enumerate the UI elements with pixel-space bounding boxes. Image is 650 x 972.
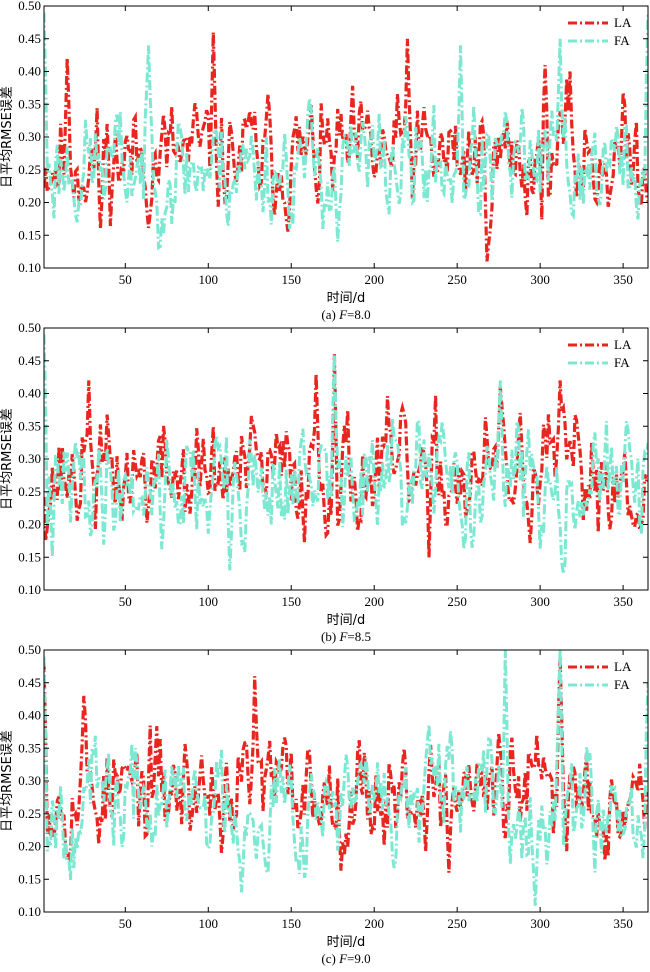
x-tick-label: 200 bbox=[364, 594, 384, 609]
x-tick-label: 50 bbox=[119, 594, 132, 609]
x-tick-label: 100 bbox=[199, 594, 219, 609]
chart-panel-c: 0.10 0.15 0.20 0.25 0.30 0.35 0.40 0.45 0.50 50 10… bbox=[0, 642, 650, 972]
y-tick-label: 0.10 bbox=[18, 582, 41, 597]
legend-label-la: LA bbox=[614, 659, 632, 674]
y-tick-label: 0.45 bbox=[18, 353, 41, 368]
x-axis-label: 时间/d bbox=[327, 613, 366, 628]
y-tick-label: 0.50 bbox=[18, 0, 41, 13]
x-tick-label: 50 bbox=[119, 916, 132, 931]
series-line-fa bbox=[44, 650, 648, 906]
legend-label-fa: FA bbox=[614, 677, 630, 692]
series-line-la bbox=[44, 354, 648, 558]
y-tick-label: 0.25 bbox=[18, 162, 41, 177]
y-tick-label: 0.20 bbox=[18, 517, 41, 532]
x-tick-label: 50 bbox=[119, 272, 132, 287]
legend: LA FA bbox=[568, 659, 632, 692]
legend-label-la: LA bbox=[614, 15, 632, 30]
x-tick-label: 150 bbox=[281, 916, 301, 931]
y-tick-label: 0.35 bbox=[18, 740, 41, 755]
chart-svg-c: 0.10 0.15 0.20 0.25 0.30 0.35 0.40 0.45 0.50 50 10… bbox=[0, 642, 649, 966]
series-line-fa bbox=[44, 334, 648, 575]
y-tick-label: 0.45 bbox=[18, 675, 41, 690]
x-tick-label: 300 bbox=[530, 916, 550, 931]
y-tick-label: 0.20 bbox=[18, 195, 41, 210]
x-tick-label: 100 bbox=[199, 916, 219, 931]
y-tick-label: 0.20 bbox=[18, 839, 41, 854]
x-axis-label: 时间/d bbox=[327, 291, 366, 306]
y-tick-label: 0.10 bbox=[18, 260, 41, 275]
y-axis-label: 日平均RMSE误差 bbox=[0, 730, 15, 832]
x-axis-label: 时间/d bbox=[327, 935, 366, 950]
x-tick-label: 300 bbox=[530, 272, 550, 287]
y-tick-label: 0.15 bbox=[18, 549, 41, 564]
x-tick-label: 150 bbox=[281, 594, 301, 609]
x-tick-label: 250 bbox=[447, 272, 467, 287]
legend: LA FA bbox=[568, 337, 632, 370]
figure-caption: (b) F=8.5 bbox=[321, 629, 371, 644]
legend-label-fa: FA bbox=[614, 33, 630, 48]
legend-label-la: LA bbox=[614, 337, 632, 352]
y-tick-label: 0.25 bbox=[18, 484, 41, 499]
y-tick-label: 0.35 bbox=[18, 418, 41, 433]
y-axis-label: 日平均RMSE误差 bbox=[0, 408, 15, 510]
x-tick-label: 300 bbox=[530, 594, 550, 609]
legend-label-fa: FA bbox=[614, 355, 630, 370]
series-line-fa bbox=[44, 12, 648, 251]
x-tick-label: 250 bbox=[447, 916, 467, 931]
y-tick-label: 0.15 bbox=[18, 871, 41, 886]
y-tick-label: 0.15 bbox=[18, 227, 41, 242]
figure-caption: (c) F=9.0 bbox=[321, 951, 370, 966]
y-tick-label: 0.40 bbox=[18, 708, 41, 723]
figure-caption: (a) F=8.0 bbox=[321, 307, 370, 322]
y-tick-label: 0.45 bbox=[18, 31, 41, 46]
y-tick-label: 0.30 bbox=[18, 773, 41, 788]
x-tick-label: 350 bbox=[613, 272, 633, 287]
y-tick-label: 0.30 bbox=[18, 451, 41, 466]
y-axis-label: 日平均RMSE误差 bbox=[0, 86, 15, 188]
x-tick-label: 150 bbox=[281, 272, 301, 287]
x-tick-label: 100 bbox=[199, 272, 219, 287]
x-tick-label: 350 bbox=[613, 594, 633, 609]
series-line-la bbox=[44, 656, 648, 873]
y-tick-label: 0.25 bbox=[18, 806, 41, 821]
y-tick-label: 0.10 bbox=[18, 904, 41, 919]
chart-panel-a: 0.10 0.15 0.20 0.25 0.30 0.35 0.40 0.45 0.50 50 10… bbox=[0, 0, 650, 322]
x-tick-label: 250 bbox=[447, 594, 467, 609]
chart-svg-a: 0.10 0.15 0.20 0.25 0.30 0.35 0.40 0.45 0.50 50 10… bbox=[0, 0, 649, 322]
x-tick-label: 350 bbox=[613, 916, 633, 931]
y-tick-label: 0.40 bbox=[18, 64, 41, 79]
y-tick-label: 0.50 bbox=[18, 642, 41, 657]
y-tick-label: 0.30 bbox=[18, 129, 41, 144]
chart-panel-b: 0.10 0.15 0.20 0.25 0.30 0.35 0.40 0.45 0.50 50 10… bbox=[0, 320, 650, 644]
x-tick-label: 200 bbox=[364, 916, 384, 931]
y-tick-label: 0.35 bbox=[18, 96, 41, 111]
chart-svg-b: 0.10 0.15 0.20 0.25 0.30 0.35 0.40 0.45 0.50 50 10… bbox=[0, 320, 649, 644]
y-tick-label: 0.50 bbox=[18, 320, 41, 335]
x-tick-label: 200 bbox=[364, 272, 384, 287]
y-tick-label: 0.40 bbox=[18, 386, 41, 401]
legend: LA FA bbox=[568, 15, 632, 48]
